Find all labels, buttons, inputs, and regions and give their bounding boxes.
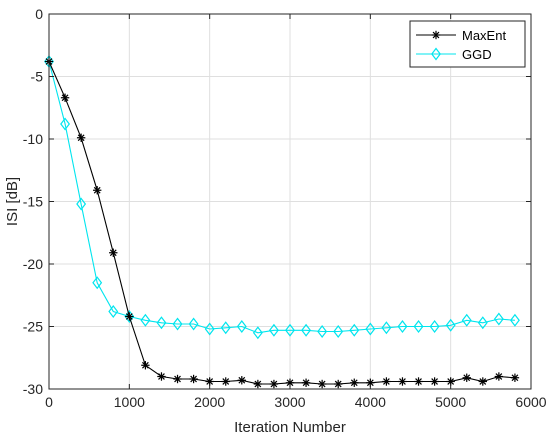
y-tick-label: -25	[23, 319, 43, 335]
point-ggd	[76, 197, 87, 211]
point-ggd	[493, 312, 504, 326]
point-ggd	[461, 313, 472, 327]
point-ggd	[108, 305, 119, 318]
point-ggd	[333, 325, 344, 338]
legend-marker-maxent	[431, 30, 441, 40]
series-ggd	[44, 55, 520, 340]
point-maxent	[125, 312, 134, 321]
y-tick-label: -5	[31, 69, 44, 85]
point-maxent	[60, 93, 70, 102]
point-maxent	[93, 186, 102, 195]
point-maxent	[414, 377, 423, 386]
point-ggd	[60, 117, 71, 131]
series-maxent	[44, 57, 520, 389]
point-maxent	[382, 377, 391, 386]
y-tick-label: -30	[23, 381, 43, 397]
point-maxent	[173, 374, 182, 384]
point-maxent	[398, 377, 407, 386]
point-maxent	[462, 373, 471, 382]
point-ggd	[220, 321, 231, 335]
point-maxent	[478, 377, 487, 386]
point-maxent	[350, 378, 359, 387]
point-ggd	[413, 320, 424, 333]
legend-label-ggd: GGD	[462, 47, 492, 62]
point-ggd	[509, 313, 520, 327]
point-ggd	[236, 320, 247, 333]
point-ggd	[429, 320, 440, 333]
point-maxent	[221, 377, 230, 386]
y-tick-label: -20	[23, 256, 43, 272]
legend: MaxEnt GGD	[409, 20, 526, 68]
point-ggd	[124, 310, 135, 323]
point-maxent	[494, 372, 504, 381]
x-tick-label: 4000	[355, 394, 386, 410]
series-line-ggd	[48, 61, 515, 334]
point-ggd	[301, 323, 312, 337]
point-ggd	[172, 317, 183, 331]
point-ggd	[317, 325, 328, 338]
point-ggd	[285, 323, 295, 337]
point-maxent	[430, 377, 439, 386]
point-ggd	[349, 323, 360, 337]
x-axis-label: Iteration Number	[234, 419, 346, 436]
legend-marker-ggd	[431, 47, 441, 61]
point-ggd	[188, 317, 199, 331]
point-maxent	[157, 372, 166, 381]
point-maxent	[189, 374, 198, 384]
series-layer	[44, 55, 520, 389]
y-tick-label: 0	[35, 6, 43, 22]
point-ggd	[204, 322, 215, 336]
x-tick-label: 6000	[515, 394, 546, 410]
point-maxent	[237, 376, 246, 385]
y-tick-label: -10	[23, 131, 43, 147]
point-ggd	[365, 322, 376, 336]
y-tick-label: -15	[23, 194, 43, 210]
point-maxent	[317, 379, 327, 389]
point-maxent	[76, 133, 86, 142]
point-maxent	[253, 379, 263, 389]
point-ggd	[381, 321, 392, 335]
point-ggd	[268, 323, 279, 337]
ticks: 0 1000 2000 3000 4000 5000 6000 0 -5 -10 -15 -20 -25…	[23, 6, 547, 410]
point-ggd	[156, 316, 167, 330]
point-maxent	[269, 379, 279, 389]
y-axis-label: ISI [dB]	[4, 177, 21, 226]
legend-box	[409, 20, 526, 68]
point-maxent	[109, 248, 118, 257]
point-maxent	[334, 379, 343, 389]
point-ggd	[445, 318, 456, 332]
point-maxent	[301, 378, 311, 387]
point-ggd	[92, 276, 103, 290]
point-ggd	[252, 326, 263, 340]
legend-label-maxent: MaxEnt	[462, 28, 506, 43]
x-tick-label: 1000	[114, 394, 145, 410]
x-tick-label: 0	[45, 394, 53, 410]
x-tick-label: 2000	[194, 394, 225, 410]
x-tick-label: 3000	[274, 394, 305, 410]
point-ggd	[397, 320, 408, 333]
x-tick-label: 5000	[435, 394, 466, 410]
point-ggd	[140, 313, 151, 327]
point-ggd	[477, 316, 488, 330]
point-maxent	[141, 361, 150, 370]
point-maxent	[510, 373, 520, 382]
